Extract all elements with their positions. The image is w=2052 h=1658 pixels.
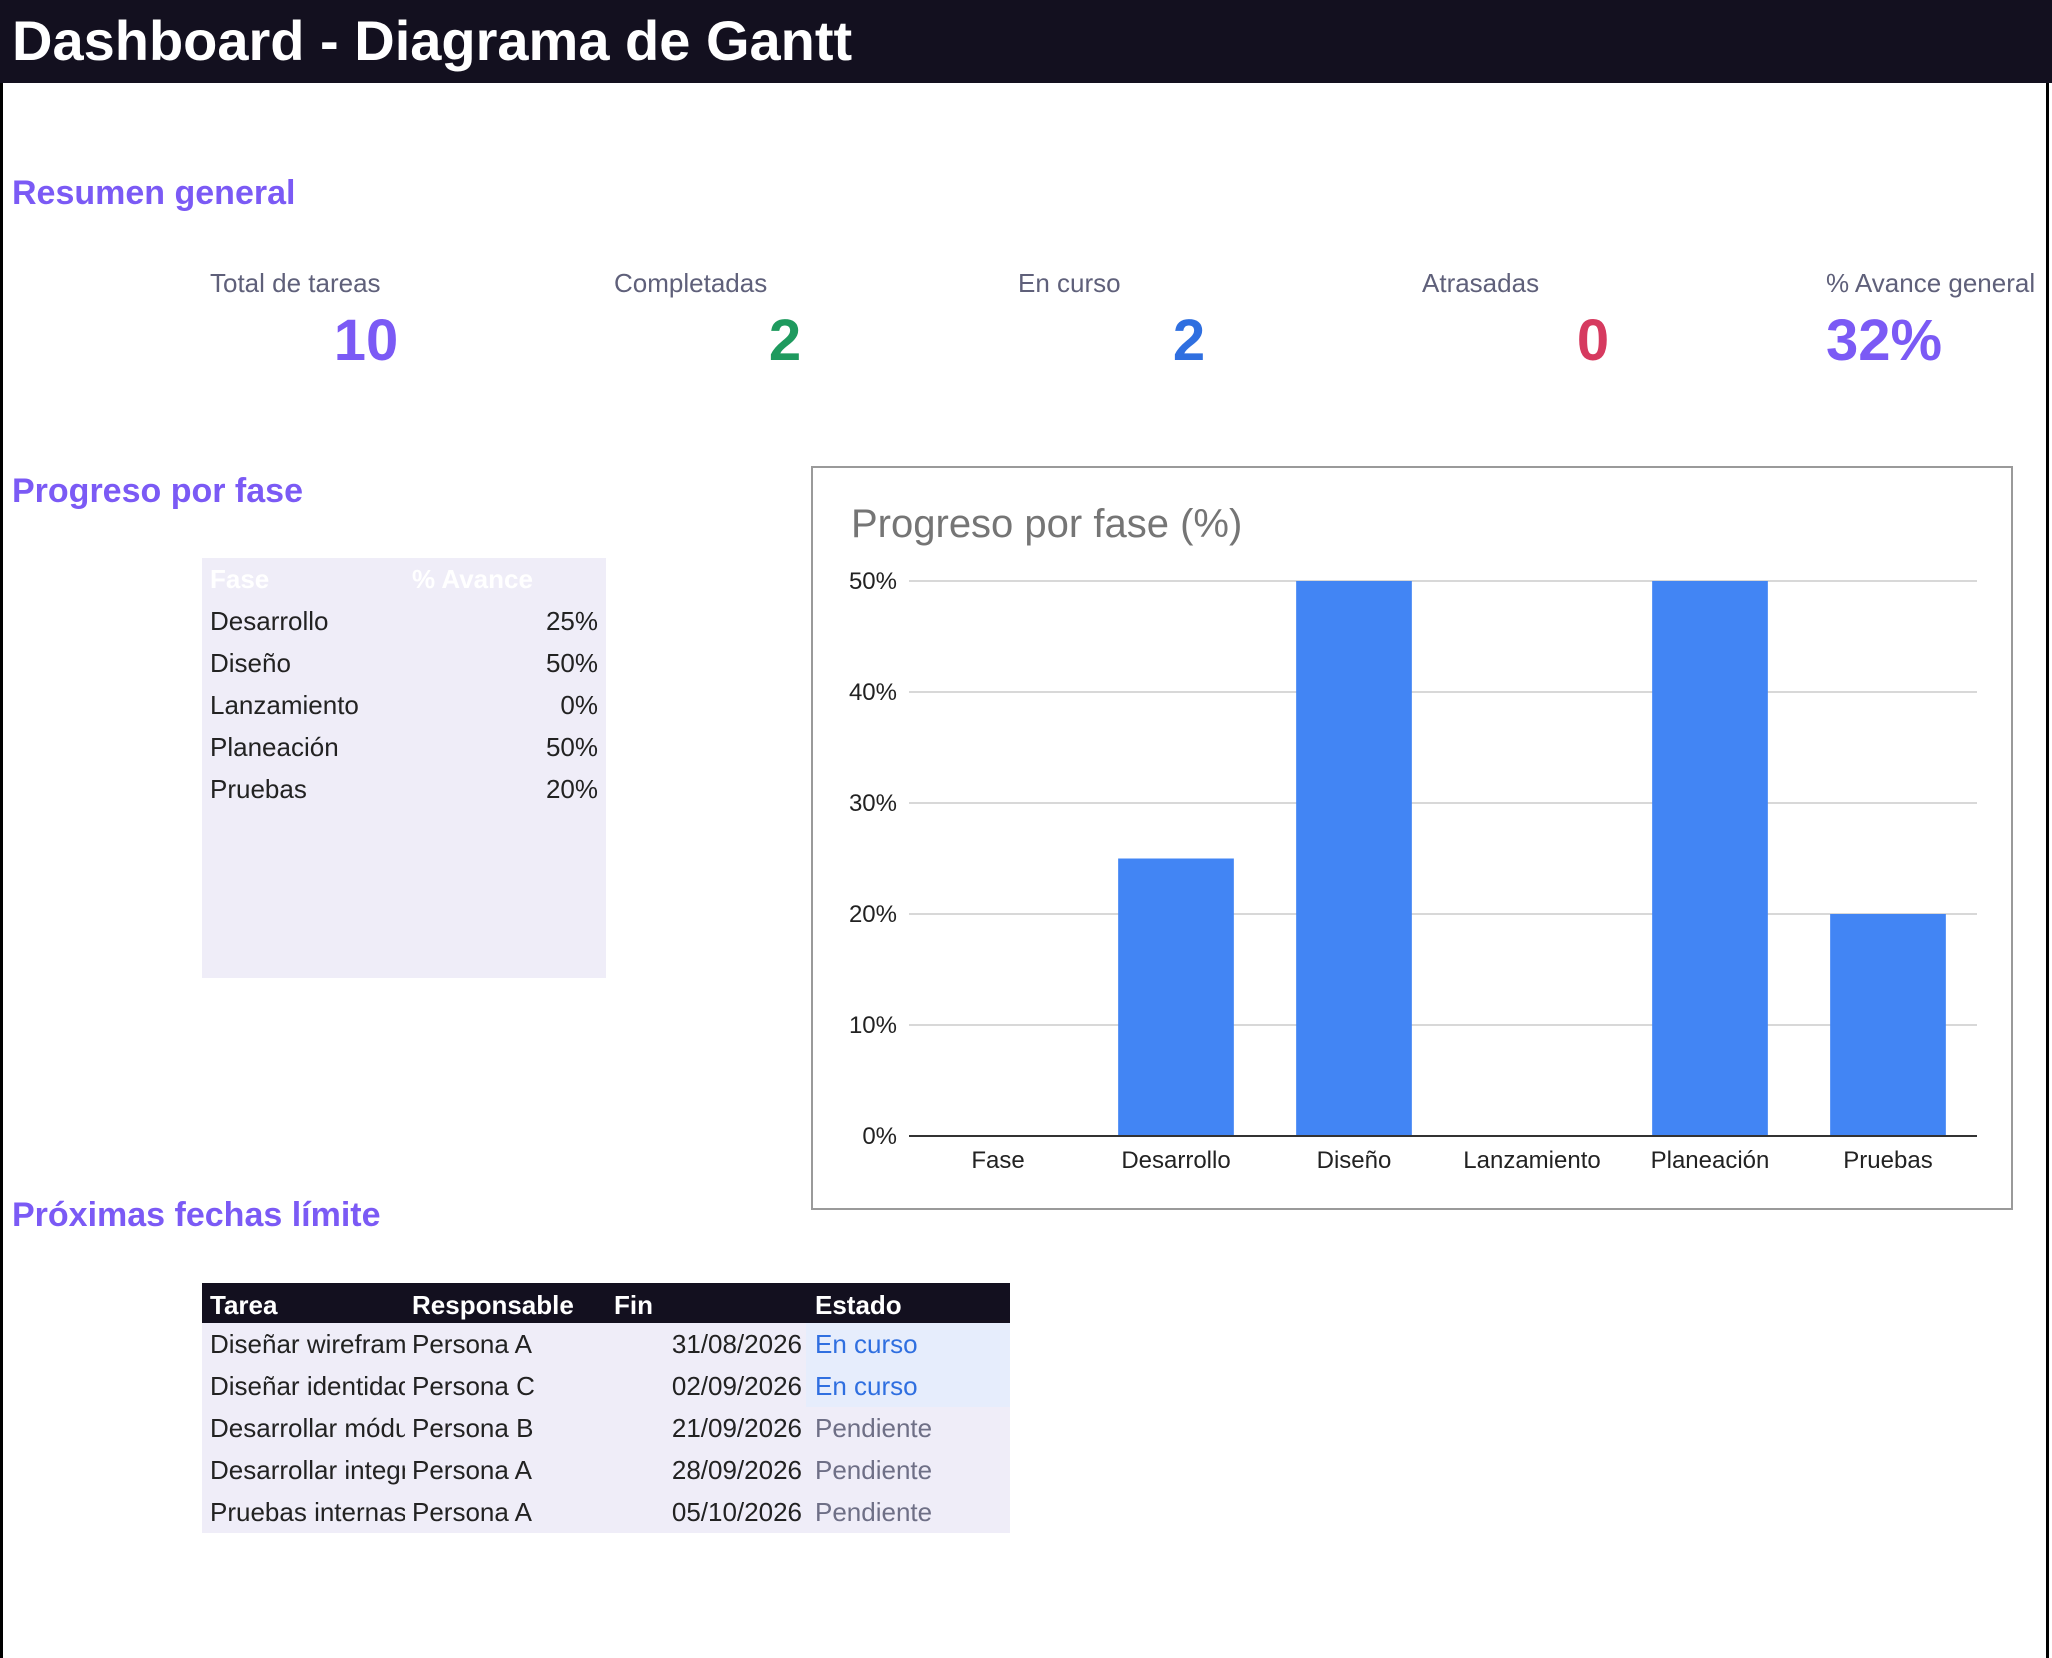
phase-name: Planeación (210, 732, 339, 762)
bar (1830, 914, 1946, 1136)
table-row: Desarrollar integración Persona A 28/09/… (202, 1449, 1010, 1491)
task-end-date: 31/08/2026 (671, 1329, 802, 1359)
phase-row: Diseño 50% (202, 642, 606, 684)
y-tick-label: 20% (849, 901, 897, 928)
phase-row: Planeación 50% (202, 726, 606, 768)
x-tick-label: Lanzamiento (1463, 1147, 1600, 1174)
task-owner: Persona C (412, 1371, 535, 1401)
table-row: Desarrollar módulo Persona B 21/09/2026 … (202, 1407, 1010, 1449)
status-highlight (806, 1365, 1010, 1407)
y-tick-label: 10% (849, 1012, 897, 1039)
deadlines-table: Tarea Responsable Fin Estado Diseñar wir… (202, 1283, 1010, 1533)
title-bar: Dashboard - Diagrama de Gantt (0, 0, 2052, 83)
phase-value: 25% (545, 606, 598, 636)
task-name: Desarrollar módulo (210, 1413, 405, 1443)
section-title-progress: Progreso por fase (12, 472, 303, 510)
y-tick-label: 40% (849, 679, 897, 706)
x-tick-label: Planeación (1651, 1147, 1770, 1174)
kpi-value-in-progress: 2 (1172, 308, 1206, 373)
bar-chart-svg: 0% 10% 20% 30% 40% 50% Fase Desarrollo Diseño Lan… (849, 568, 1977, 1174)
task-owner: Persona B (412, 1413, 534, 1443)
bar (1652, 581, 1768, 1136)
task-name: Diseñar identidad (210, 1371, 405, 1401)
x-tick-label: Fase (971, 1147, 1024, 1174)
section-title-summary: Resumen general (12, 174, 296, 212)
phase-name: Pruebas (210, 774, 307, 804)
x-tick-label: Desarrollo (1121, 1147, 1230, 1174)
phase-header-avance: % Avance (412, 564, 533, 594)
phase-header-fase: Fase (210, 564, 270, 594)
y-tick-label: 50% (849, 568, 897, 595)
phase-value: 50% (545, 648, 598, 678)
phase-value: 0% (560, 690, 598, 720)
phase-row: Desarrollo 25% (202, 600, 606, 642)
section-title-deadlines: Próximas fechas límite (12, 1196, 381, 1234)
task-name: Diseñar wireframes (210, 1329, 405, 1359)
table-row: Diseñar identidad Persona C 02/09/2026 E… (202, 1365, 1010, 1407)
header-fin: Fin (614, 1290, 653, 1320)
task-end-date: 21/09/2026 (671, 1413, 802, 1443)
kpi-value-overall-progress: 32% (1826, 308, 1943, 373)
y-tick-label: 0% (862, 1123, 897, 1150)
kpi-value-total: 10 (333, 308, 399, 373)
phase-progress-table: Fase % Avance Desarrollo 25% Diseño 50% … (202, 558, 606, 978)
task-status: En curso (815, 1329, 918, 1359)
kpi-label-in-progress: En curso (1018, 268, 1121, 298)
header-estado: Estado (815, 1290, 902, 1320)
task-status: Pendiente (815, 1455, 933, 1485)
bar (1118, 858, 1234, 1136)
kpi-label-completed: Completadas (614, 268, 768, 298)
task-status: Pendiente (815, 1413, 933, 1443)
task-status: Pendiente (815, 1497, 933, 1527)
table-row: Diseñar wireframes Persona A 31/08/2026 … (202, 1323, 1010, 1365)
header-tarea: Tarea (210, 1290, 278, 1320)
bar (1296, 581, 1412, 1136)
phase-row: Pruebas 20% (202, 768, 606, 810)
task-end-date: 02/09/2026 (671, 1371, 802, 1401)
task-name: Pruebas internas (210, 1497, 405, 1527)
phase-value: 20% (545, 774, 598, 804)
task-status: En curso (815, 1371, 918, 1401)
x-tick-label: Pruebas (1843, 1147, 1932, 1174)
phase-value: 50% (545, 732, 598, 762)
kpi-label-overall-progress: % Avance general (1826, 268, 2036, 298)
phase-table-header: Fase % Avance (202, 558, 606, 596)
phase-name: Desarrollo (210, 606, 329, 636)
phase-row: Lanzamiento 0% (202, 684, 606, 726)
header-responsable: Responsable (412, 1290, 574, 1320)
deadlines-table-header: Tarea Responsable Fin Estado (202, 1283, 1010, 1323)
task-owner: Persona A (412, 1455, 532, 1485)
y-tick-label: 30% (849, 790, 897, 817)
dashboard-title: Dashboard - Diagrama de Gantt (12, 9, 853, 72)
kpi-value-completed: 2 (768, 308, 802, 373)
table-row: Pruebas internas Persona A 05/10/2026 Pe… (202, 1491, 1010, 1533)
kpi-label-total: Total de tareas (210, 268, 381, 298)
status-highlight (806, 1323, 1010, 1365)
x-tick-label: Diseño (1317, 1147, 1392, 1174)
task-end-date: 28/09/2026 (671, 1455, 802, 1485)
task-end-date: 05/10/2026 (671, 1497, 802, 1527)
kpi-label-delayed: Atrasadas (1422, 268, 1540, 298)
phase-name: Diseño (210, 648, 291, 678)
phase-name: Lanzamiento (210, 690, 359, 720)
task-owner: Persona A (412, 1497, 532, 1527)
kpi-value-delayed: 0 (1576, 308, 1610, 373)
chart-title: Progreso por fase (%) (851, 502, 1243, 546)
task-owner: Persona A (412, 1329, 532, 1359)
task-name: Desarrollar integración (210, 1455, 405, 1485)
progress-chart[interactable]: Progreso por fase (%) 0% 10% 20% 30% 40% 50% F… (811, 466, 2013, 1210)
